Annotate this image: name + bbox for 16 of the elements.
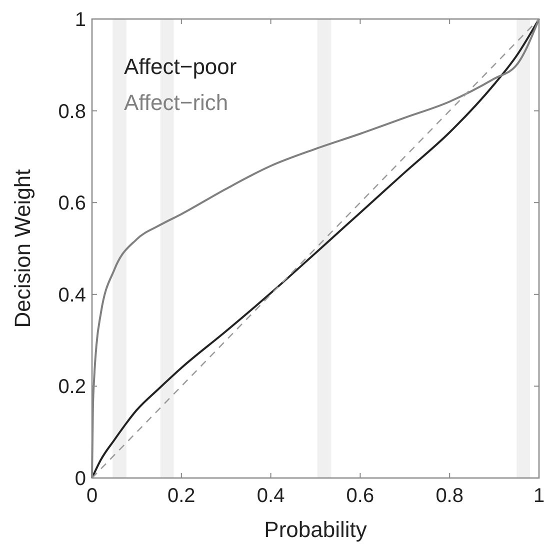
text: Affect−poor bbox=[124, 54, 237, 79]
y-tick-label: 1 bbox=[74, 9, 86, 31]
x-axis-title: Probability bbox=[264, 517, 367, 542]
y-tick-label: 0.4 bbox=[58, 284, 86, 306]
x-tick-label: 0.4 bbox=[256, 485, 285, 507]
line-series bbox=[91, 18, 540, 479]
x-tick-label: 0.8 bbox=[436, 485, 464, 507]
x-tick-label: 0.6 bbox=[346, 485, 374, 507]
x-tick-label: 0.2 bbox=[167, 485, 196, 507]
y-tick-label: 0 bbox=[74, 468, 86, 490]
y-tick-label: 0.6 bbox=[58, 192, 86, 215]
y-tick-label: 0.2 bbox=[58, 376, 86, 398]
x-tick-label: 1 bbox=[533, 485, 545, 507]
text: Affect−rich bbox=[124, 90, 228, 115]
y-tick-label: 0.8 bbox=[58, 100, 86, 123]
y-axis-title: Decision Weight bbox=[10, 169, 35, 328]
